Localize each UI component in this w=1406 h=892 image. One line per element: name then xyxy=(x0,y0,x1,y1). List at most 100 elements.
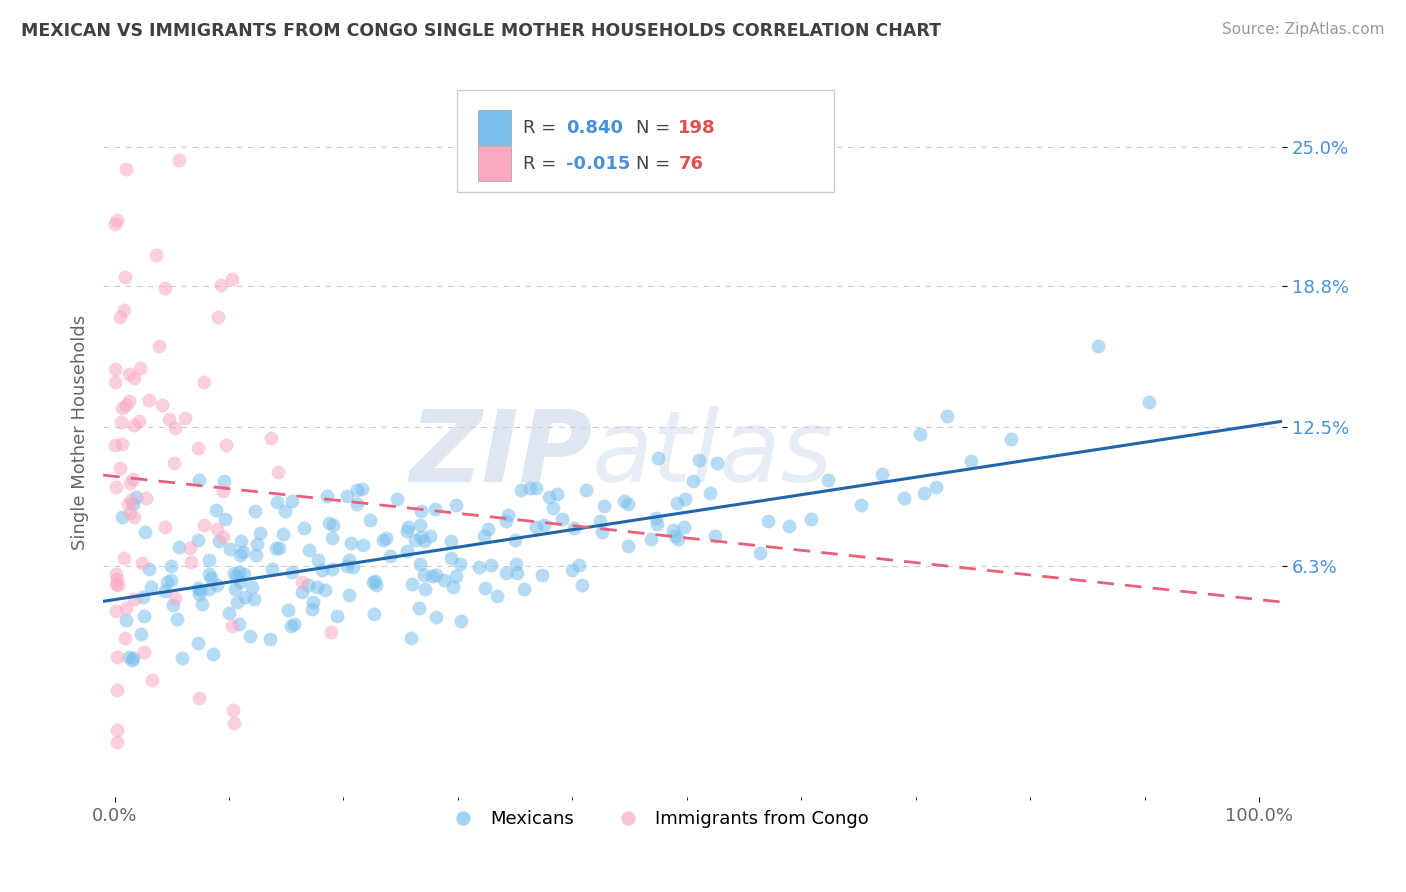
Point xyxy=(366,578,388,592)
Point xyxy=(266,541,288,555)
Point xyxy=(170,651,193,665)
Point xyxy=(450,614,472,628)
Point xyxy=(153,583,176,598)
Point xyxy=(114,161,136,176)
Point xyxy=(131,556,153,570)
Point xyxy=(180,556,202,570)
Point xyxy=(148,339,170,353)
Point xyxy=(208,533,231,548)
Point xyxy=(851,498,873,512)
Point xyxy=(215,438,238,452)
Text: R =: R = xyxy=(523,119,562,136)
Point xyxy=(321,531,343,545)
Point xyxy=(179,541,201,555)
Point xyxy=(425,610,447,624)
Point xyxy=(688,452,710,467)
Point xyxy=(167,153,190,167)
Point xyxy=(232,566,254,581)
Point xyxy=(138,393,160,408)
Point xyxy=(485,589,508,603)
Point xyxy=(339,536,361,550)
Point xyxy=(212,530,235,544)
Point xyxy=(336,558,359,573)
Point xyxy=(291,584,314,599)
Point xyxy=(301,594,323,608)
Point xyxy=(163,591,186,605)
Point xyxy=(105,213,128,227)
Point xyxy=(640,532,662,546)
Point xyxy=(893,491,915,506)
Point xyxy=(385,492,408,507)
Point xyxy=(645,517,668,532)
Point xyxy=(105,604,128,618)
Text: N =: N = xyxy=(636,119,676,136)
Point xyxy=(524,520,547,534)
Text: Source: ZipAtlas.com: Source: ZipAtlas.com xyxy=(1222,22,1385,37)
Point xyxy=(188,691,211,706)
Point xyxy=(665,496,688,510)
Text: MEXICAN VS IMMIGRANTS FROM CONGO SINGLE MOTHER HOUSEHOLDS CORRELATION CHART: MEXICAN VS IMMIGRANTS FROM CONGO SINGLE … xyxy=(21,22,941,40)
Point xyxy=(105,683,128,698)
Point xyxy=(105,735,128,749)
Point xyxy=(409,504,432,518)
Point xyxy=(105,572,128,586)
Point xyxy=(205,577,228,591)
Point xyxy=(352,482,374,496)
Point xyxy=(346,483,368,498)
Point xyxy=(245,549,267,563)
Point xyxy=(155,520,177,534)
Point xyxy=(337,553,360,567)
Point xyxy=(266,495,288,509)
Point xyxy=(121,651,143,665)
Point xyxy=(311,563,333,577)
Point xyxy=(187,533,209,548)
Point xyxy=(228,565,250,579)
Point xyxy=(468,560,491,574)
Point xyxy=(110,461,132,475)
Point xyxy=(506,566,529,580)
Point xyxy=(188,582,211,597)
Point xyxy=(337,588,360,602)
Point xyxy=(129,360,152,375)
Point xyxy=(128,414,150,428)
Point xyxy=(510,483,533,497)
Point xyxy=(111,437,134,451)
Point xyxy=(375,531,398,545)
Point xyxy=(645,511,668,525)
Point xyxy=(104,566,127,581)
Point xyxy=(524,481,547,495)
Point xyxy=(153,280,176,294)
Point xyxy=(104,217,127,231)
Point xyxy=(120,493,142,508)
Point xyxy=(699,485,721,500)
Point xyxy=(433,574,456,588)
Point xyxy=(541,501,564,516)
Point xyxy=(315,490,337,504)
Point xyxy=(132,591,155,605)
Point xyxy=(207,310,229,325)
Point xyxy=(413,568,436,582)
Point xyxy=(472,528,495,542)
Point xyxy=(307,580,329,594)
Point xyxy=(105,723,128,737)
Point xyxy=(118,394,141,409)
Point xyxy=(222,702,245,716)
Point xyxy=(283,616,305,631)
Point xyxy=(187,635,209,649)
Point xyxy=(104,438,127,452)
Point xyxy=(273,527,295,541)
Point xyxy=(242,592,264,607)
Point xyxy=(477,523,499,537)
Point xyxy=(1000,432,1022,446)
Point xyxy=(188,587,211,601)
Point xyxy=(214,512,236,526)
Point xyxy=(138,562,160,576)
Point xyxy=(575,483,598,498)
Point xyxy=(242,580,264,594)
Point xyxy=(160,573,183,587)
Point xyxy=(401,576,423,591)
Point xyxy=(135,491,157,506)
Point xyxy=(440,551,463,566)
Point xyxy=(163,421,186,435)
Point xyxy=(157,412,180,426)
